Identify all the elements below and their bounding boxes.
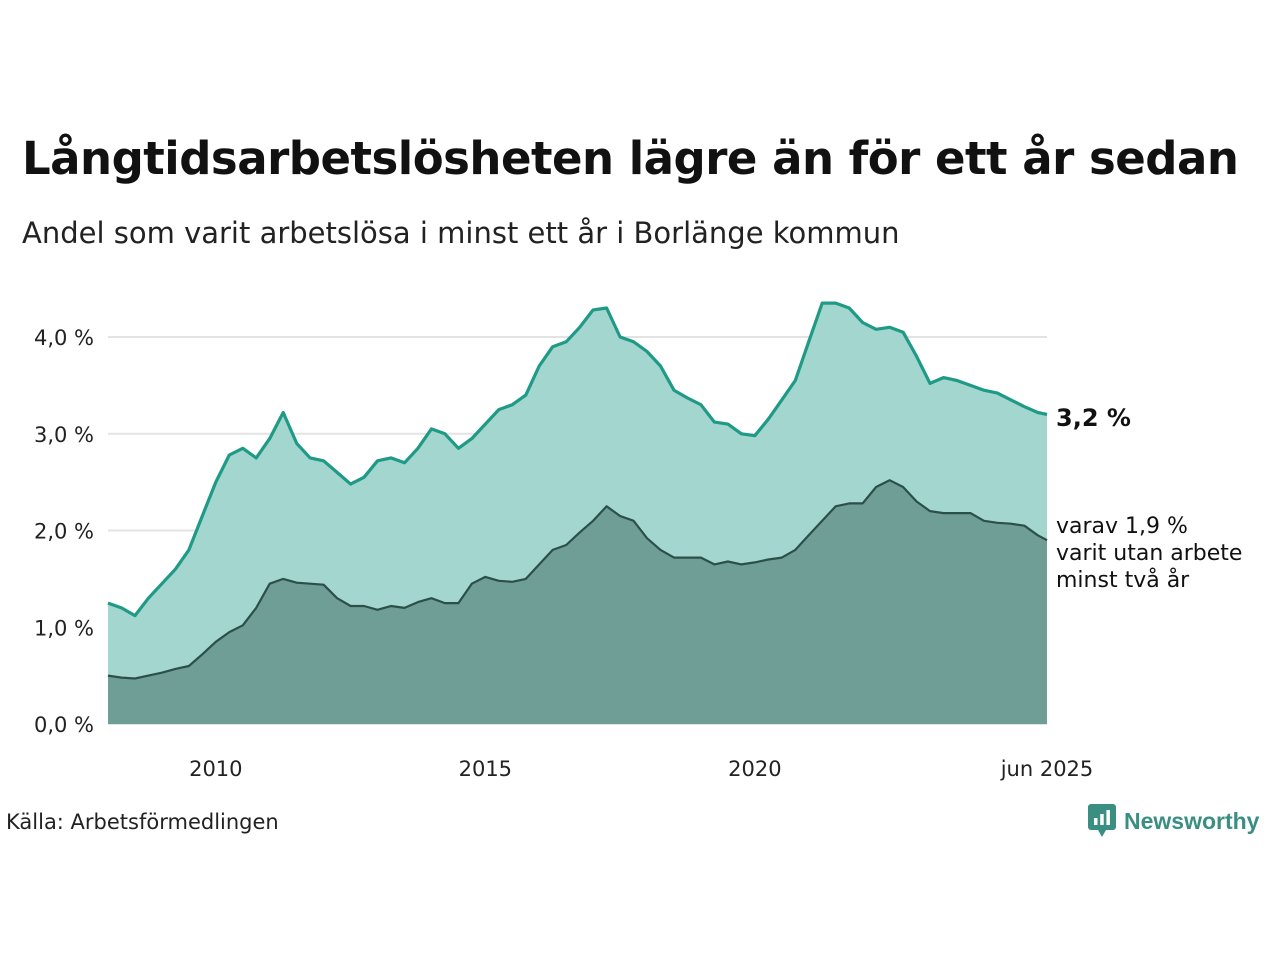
end-label-main: 3,2 % bbox=[1056, 404, 1131, 432]
chart-subtitle: Andel som varit arbetslösa i minst ett å… bbox=[22, 216, 900, 250]
sub-series-area bbox=[108, 480, 1047, 724]
y-tick-label: 2,0 % bbox=[34, 520, 94, 544]
y-tick-label: 0,0 % bbox=[34, 713, 94, 737]
sub-series-line bbox=[107, 479, 1048, 680]
x-tick-label: 2010 bbox=[189, 757, 242, 781]
y-tick-label: 3,0 % bbox=[34, 423, 94, 447]
x-tick-label: 2015 bbox=[459, 757, 512, 781]
newsworthy-logo-icon bbox=[1088, 804, 1116, 837]
x-tick-label: jun 2025 bbox=[1000, 757, 1094, 781]
source-note: Källa: Arbetsförmedlingen bbox=[6, 810, 279, 834]
y-tick-label: 1,0 % bbox=[34, 616, 94, 640]
x-axis-ticks: 2010 2015 2020 jun 2025 bbox=[189, 757, 1093, 781]
newsworthy-logo: Newsworthy bbox=[1088, 804, 1259, 838]
end-label-sub-line-3: minst två år bbox=[1056, 567, 1190, 593]
x-tick-label: 2020 bbox=[728, 757, 781, 781]
end-label-sub-line-1: varav 1,9 % bbox=[1056, 514, 1188, 539]
y-tick-label: 4,0 % bbox=[34, 326, 94, 350]
end-label-sub-line-2: varit utan arbete bbox=[1056, 541, 1242, 566]
y-axis-ticks: 0,0 % 1,0 % 2,0 % 3,0 % 4,0 % bbox=[34, 326, 94, 737]
chart-title: Långtidsarbetslösheten lägre än för ett … bbox=[22, 132, 1239, 185]
chart-areas bbox=[107, 301, 1048, 724]
brand-name: Newsworthy bbox=[1124, 807, 1260, 834]
main-series-line bbox=[107, 301, 1048, 618]
